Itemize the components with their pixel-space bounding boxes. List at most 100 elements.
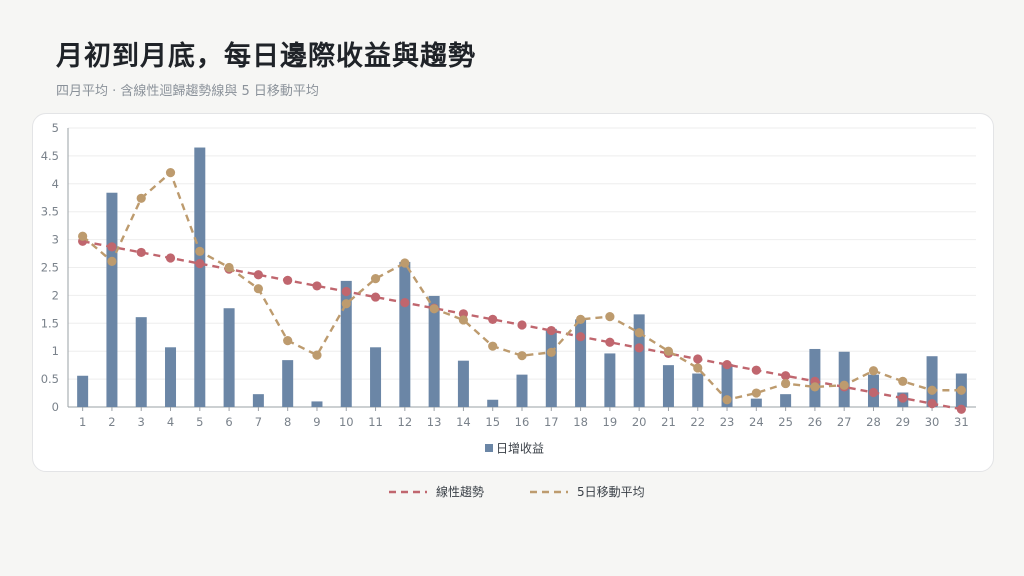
moving-avg-point — [429, 304, 439, 314]
y-tick-label: 0 — [52, 400, 59, 414]
x-tick-label: 27 — [837, 415, 852, 429]
moving-avg-point — [341, 299, 351, 309]
chart-card — [32, 113, 994, 472]
moving-avg-point — [663, 346, 674, 356]
bar — [399, 261, 411, 407]
x-tick-label: 13 — [427, 415, 442, 429]
legend-bar-label: 日增收益 — [496, 442, 544, 456]
x-tick-label: 12 — [398, 415, 413, 429]
trend-point — [898, 393, 908, 403]
x-tick-label: 9 — [313, 415, 320, 429]
trend-point — [927, 399, 937, 409]
bar — [106, 192, 118, 407]
x-tick-label: 28 — [866, 415, 881, 429]
bar — [223, 308, 235, 407]
trend-point — [868, 387, 879, 398]
x-tick-label: 20 — [632, 415, 647, 429]
bar — [838, 351, 850, 407]
bar — [194, 147, 206, 407]
moving-avg-point — [839, 380, 849, 390]
y-tick-label: 3 — [52, 233, 59, 247]
x-tick-label: 17 — [544, 415, 559, 429]
bar — [750, 398, 762, 407]
moving-avg-point — [605, 312, 615, 322]
trend-point — [546, 325, 556, 336]
x-tick-label: 21 — [661, 415, 676, 429]
trend-point — [488, 314, 498, 324]
x-tick-label: 2 — [108, 415, 115, 429]
moving-avg-point — [136, 193, 146, 203]
moving-avg-point — [224, 262, 234, 273]
chart-title: 月初到月底，每日邊際收益與趨勢 — [56, 41, 476, 72]
moving-avg-point — [517, 351, 527, 361]
x-tick-label: 5 — [196, 415, 203, 429]
chart-subtitle: 四月平均 · 含線性迴歸趨勢線與 5 日移動平均 — [56, 84, 319, 99]
moving-avg-point — [107, 256, 117, 266]
moving-avg-line — [81, 171, 962, 401]
x-tick-label: 19 — [603, 415, 618, 429]
y-tick-label: 0.5 — [41, 372, 59, 386]
bar — [516, 374, 528, 407]
bar — [252, 394, 264, 407]
x-tick-label: 22 — [690, 415, 705, 429]
trend-point — [283, 275, 293, 285]
y-tick-label: 1 — [52, 344, 59, 358]
moving-avg-point — [312, 350, 322, 360]
bar — [457, 360, 469, 407]
bar — [340, 280, 352, 407]
bar — [780, 394, 792, 407]
x-tick-label: 25 — [778, 415, 793, 429]
trend-point — [693, 354, 703, 364]
bar — [165, 347, 177, 407]
moving-avg-point — [400, 258, 410, 268]
bar — [77, 375, 89, 407]
trend-point — [400, 298, 410, 308]
bar — [428, 295, 440, 407]
bar — [282, 360, 294, 407]
y-tick-label: 4 — [52, 177, 59, 191]
trend-point — [605, 337, 615, 347]
bar — [487, 399, 499, 407]
bar — [721, 364, 733, 407]
bar — [692, 373, 704, 407]
moving-avg-point — [165, 168, 176, 178]
moving-avg-point — [488, 341, 498, 351]
x-tick-label: 23 — [720, 415, 735, 429]
trend-point — [634, 343, 644, 353]
bar — [370, 347, 382, 407]
trend-point — [165, 253, 176, 263]
x-tick-label: 29 — [895, 415, 910, 429]
moving-avg-point — [458, 315, 469, 325]
moving-avg-point — [751, 388, 761, 398]
bar — [311, 401, 323, 407]
y-tick-label: 2.5 — [41, 261, 59, 275]
trend-point — [253, 270, 263, 280]
moving-avg-point — [283, 335, 293, 346]
moving-avg-point — [693, 363, 703, 373]
moving-avg-point — [634, 328, 644, 338]
moving-avg-point — [927, 385, 937, 395]
moving-avg-point — [253, 284, 263, 294]
x-tick-label: 10 — [339, 415, 354, 429]
trend-point — [781, 371, 791, 381]
legend-trend-label: 線性趨勢 — [436, 484, 484, 499]
trend-point — [195, 258, 205, 269]
moving-avg-point — [78, 231, 88, 241]
moving-avg-point — [781, 378, 791, 389]
bar — [662, 365, 674, 407]
y-tick-label: 1.5 — [41, 316, 59, 330]
x-tick-label: 7 — [255, 415, 262, 429]
legend-lines: 線性趨勢 5日移動平均 — [389, 484, 645, 499]
moving-avg-point — [956, 385, 966, 395]
moving-avg-point — [370, 274, 381, 284]
trend-point — [341, 286, 351, 297]
trend-point — [136, 247, 146, 258]
x-tick-label: 3 — [138, 415, 145, 429]
bar — [575, 319, 587, 407]
moving-avg-point — [195, 246, 205, 256]
x-tick-label: 26 — [808, 415, 823, 429]
x-tick-label: 30 — [925, 415, 940, 429]
legend-bar-swatch — [485, 444, 493, 452]
x-tick-label: 16 — [515, 415, 530, 429]
